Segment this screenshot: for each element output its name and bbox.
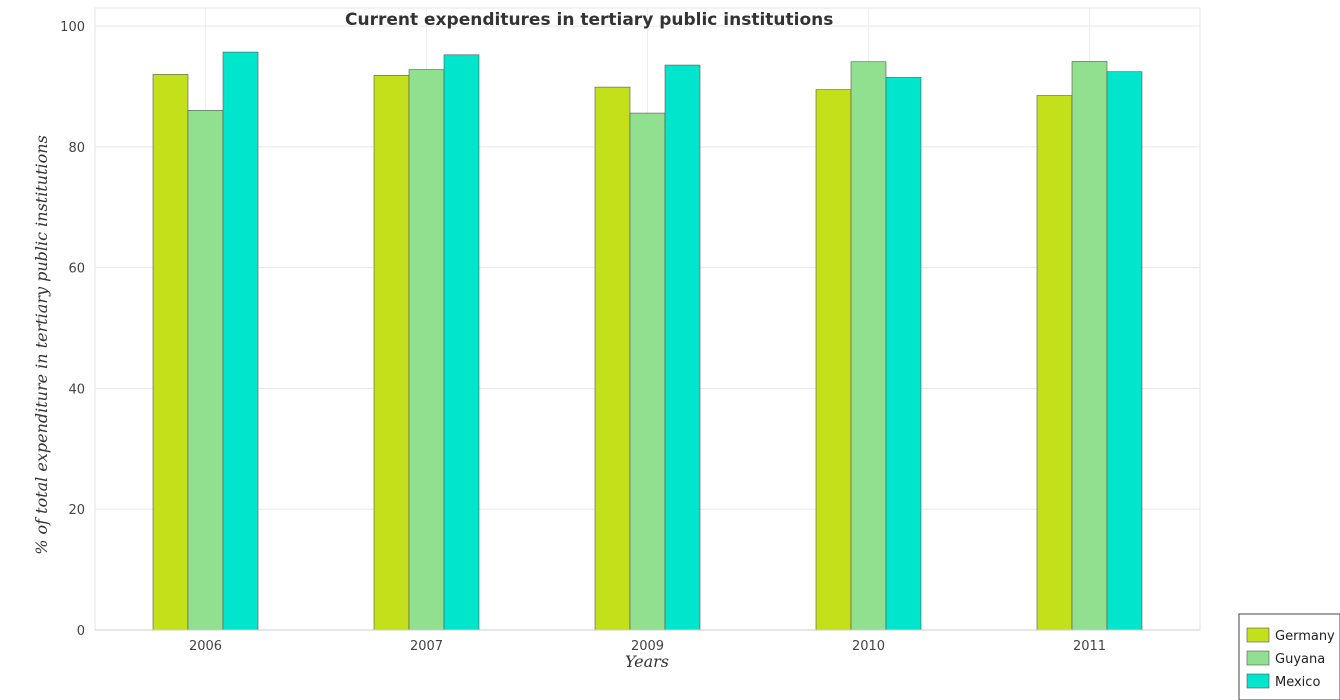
bar-germany-2010 [815,89,852,631]
y-tick-label: 40 [68,382,85,397]
bar-guyana-2011 [1071,61,1108,631]
x-tick-label: 2011 [1073,639,1106,654]
bars [152,51,1143,631]
bar-mexico-2009 [664,64,701,631]
legend-swatch-mexico [1246,673,1270,689]
bar-germany-2006 [152,74,189,631]
bar-guyana-2009 [629,112,666,631]
bar-germany-2009 [594,86,631,631]
bar-mexico-2006 [222,51,259,631]
bar-guyana-2006 [187,110,224,631]
legend-swatch-germany [1246,627,1270,643]
y-tick-label: 0 [77,624,85,639]
legend-label-germany: Germany [1275,629,1335,644]
legend-swatch-guyana [1246,650,1270,666]
bar-mexico-2007 [443,54,480,631]
bar-germany-2007 [373,75,410,631]
x-tick-label: 2010 [852,639,885,654]
bar-mexico-2010 [885,77,922,631]
bar-guyana-2007 [408,69,445,631]
legend-label-guyana: Guyana [1275,652,1325,667]
chart-title: Current expenditures in tertiary public … [345,10,833,30]
x-tick-label: 2009 [631,639,664,654]
y-tick-label: 80 [68,141,85,156]
x-tick-label: 2006 [189,639,222,654]
legend-label-mexico: Mexico [1275,675,1320,690]
x-tick-label: 2007 [410,639,443,654]
legend: Germany Guyana Mexico [1238,613,1340,700]
y-axis-title: % of total expenditure in tertiary publi… [32,135,51,555]
y-tick-label: 100 [60,20,85,35]
bar-mexico-2011 [1106,71,1143,631]
y-tick-label: 20 [68,503,85,518]
y-tick-label: 60 [68,262,85,277]
bar-germany-2011 [1036,95,1073,631]
bar-guyana-2010 [850,61,887,631]
axes: 0 20 40 60 80 100 2006 2007 2009 2010 2011 [60,20,1200,654]
x-axis-title: Years [625,652,669,671]
